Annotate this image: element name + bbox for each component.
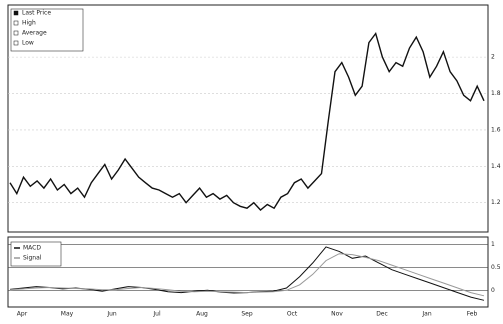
legend-label: Last Price	[22, 10, 51, 17]
y-tick-label: 0.5	[491, 264, 501, 271]
series-line	[9, 31, 485, 211]
x-tick-label: Jul	[152, 311, 161, 318]
x-tick-label: Sep	[241, 311, 253, 318]
x-tick-label: Apr	[17, 311, 28, 318]
y-tick-label: 1	[491, 241, 495, 248]
legend-swatch	[13, 30, 19, 36]
x-tick-label: Nov	[331, 311, 343, 318]
legend-swatch	[13, 40, 19, 46]
legend-box	[10, 8, 84, 52]
main-panel	[7, 4, 489, 233]
y-tick-label: 0	[491, 287, 495, 294]
legend-label: Average	[22, 30, 47, 37]
x-tick-label: Jun	[106, 311, 117, 318]
x-tick-label: May	[61, 311, 74, 318]
x-tick-label: Oct	[287, 311, 298, 318]
x-tick-label: Aug	[196, 311, 208, 318]
y-tick-label: 1.6	[491, 126, 501, 133]
x-tick-label: Dec	[376, 311, 388, 318]
legend-swatch	[13, 20, 19, 26]
legend-box	[10, 241, 62, 267]
y-tick-label: 1.4	[491, 163, 501, 170]
legend-swatch	[13, 10, 19, 16]
legend-label: Low	[22, 40, 34, 47]
legend-label: MACD	[23, 245, 41, 252]
y-tick-label: 1.2	[491, 199, 501, 206]
lower-panel	[7, 236, 489, 308]
legend-label: High	[22, 20, 36, 27]
legend-label: Signal	[23, 255, 42, 262]
y-tick-label: 2	[491, 54, 495, 61]
x-tick-label: Feb	[467, 311, 478, 318]
x-tick-label: Jan	[421, 311, 431, 318]
series-line	[9, 253, 485, 297]
y-tick-label: 1.8	[491, 90, 501, 97]
